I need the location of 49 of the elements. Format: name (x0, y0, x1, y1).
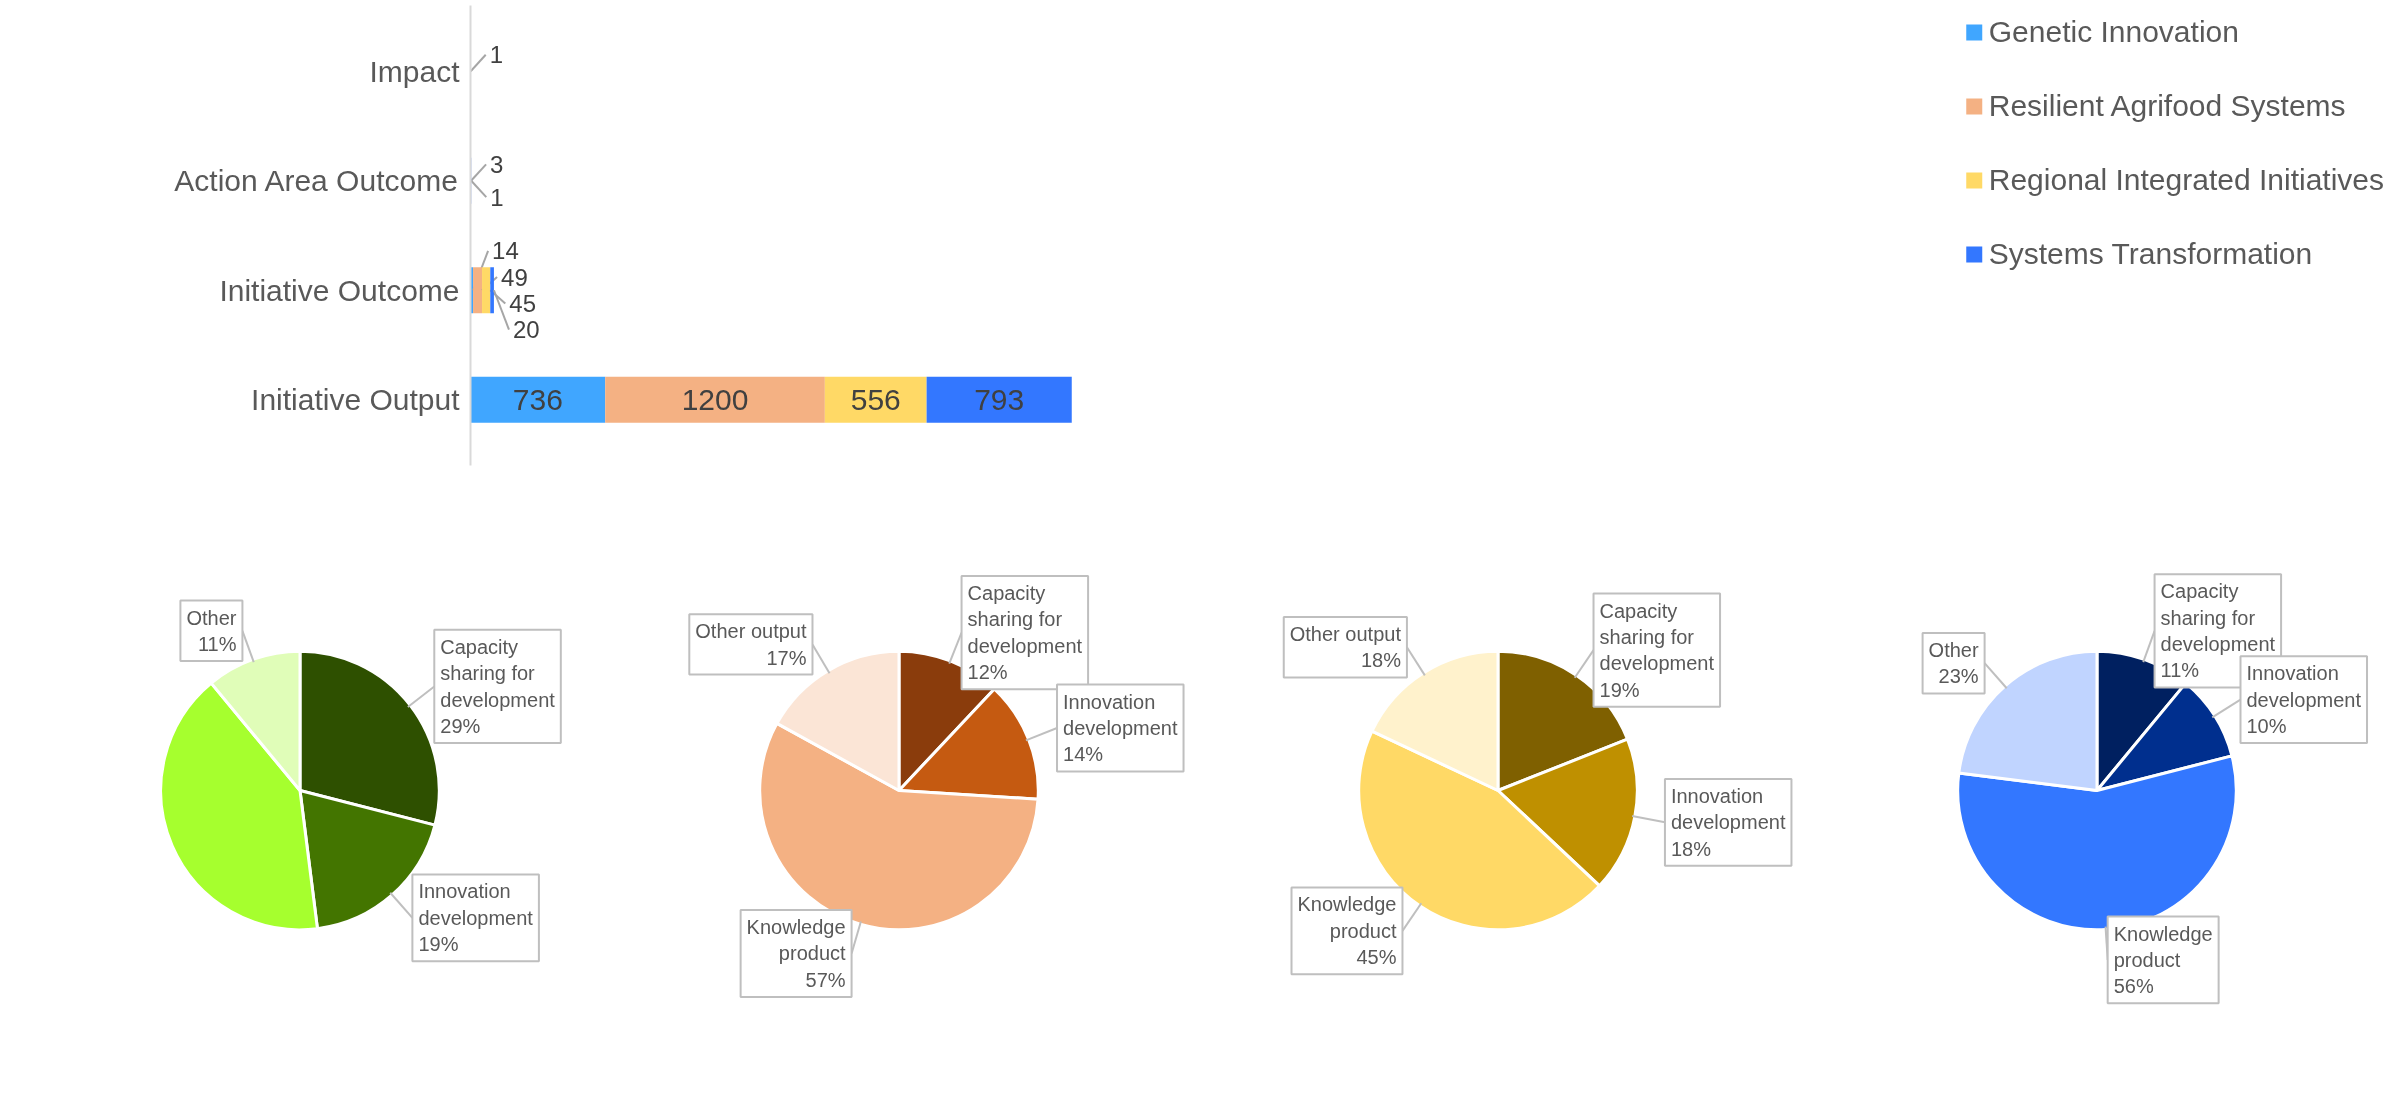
y-tick-label: Initiative Outcome (219, 273, 460, 307)
data-label: 10% (2246, 714, 2287, 737)
slice-label: Innovation development (2246, 662, 2362, 711)
data-label: 45% (1356, 946, 1397, 969)
y-tick-label: Initiative Output (251, 383, 461, 417)
legend-label: Genetic Innovation (1988, 15, 2239, 49)
legend-label: Regional Integrated Initiatives (1988, 163, 2384, 197)
data-label: 18% (1360, 649, 1402, 672)
data-label: 17% (766, 646, 807, 669)
legend-label: Resilient Agrifood Systems (1988, 89, 2346, 123)
data-label: 56% (2113, 975, 2154, 998)
slice-label: Capacity sharing for development (967, 582, 1083, 657)
data-label: 49 (501, 263, 528, 291)
data-label: 20 (512, 316, 540, 344)
data-label: 14 (492, 237, 519, 265)
slice-label: Other (186, 606, 237, 629)
slice-label: Other (1928, 638, 1979, 661)
data-label: 11% (197, 633, 237, 655)
data-label: 19% (418, 933, 459, 956)
slice-label: Knowledge product (1297, 893, 1397, 942)
data-label: 18% (1670, 837, 1712, 860)
data-label: 793 (974, 382, 1025, 416)
data-label: 3 (490, 150, 504, 178)
data-label: 1 (489, 41, 504, 69)
slice-label: Capacity sharing for development (440, 635, 556, 711)
slice-label: Other output (1289, 622, 1402, 645)
data-label: 45 (509, 289, 536, 317)
data-label: 1 (490, 183, 504, 211)
y-tick-label: Impact (369, 54, 461, 88)
data-label: 1200 (681, 382, 749, 416)
slice-label: Innovation development (418, 880, 534, 929)
slice-label: Knowledge product (746, 916, 847, 965)
y-tick-label: Action Area Outcome (174, 164, 458, 198)
legend-label: Systems Transformation (1988, 237, 2313, 271)
slice-label: Capacity sharing for development (2160, 580, 2276, 655)
data-label: 12% (967, 661, 1008, 684)
data-label: 57% (805, 968, 846, 991)
data-label: 736 (512, 382, 563, 416)
data-label: 29% (440, 715, 481, 738)
data-label: 556 (850, 382, 901, 416)
slice-label: Innovation development (1670, 784, 1786, 834)
slice-label: Knowledge product (2113, 922, 2213, 971)
data-label: 14% (1063, 743, 1104, 766)
data-label: 11% (2160, 659, 2200, 682)
slice-label: Other output (695, 620, 807, 643)
slice-label: Innovation development (1063, 690, 1178, 740)
data-label: 23% (1938, 665, 1979, 688)
slice-label: Capacity sharing for development (1599, 599, 1715, 675)
data-label: 19% (1599, 678, 1640, 701)
